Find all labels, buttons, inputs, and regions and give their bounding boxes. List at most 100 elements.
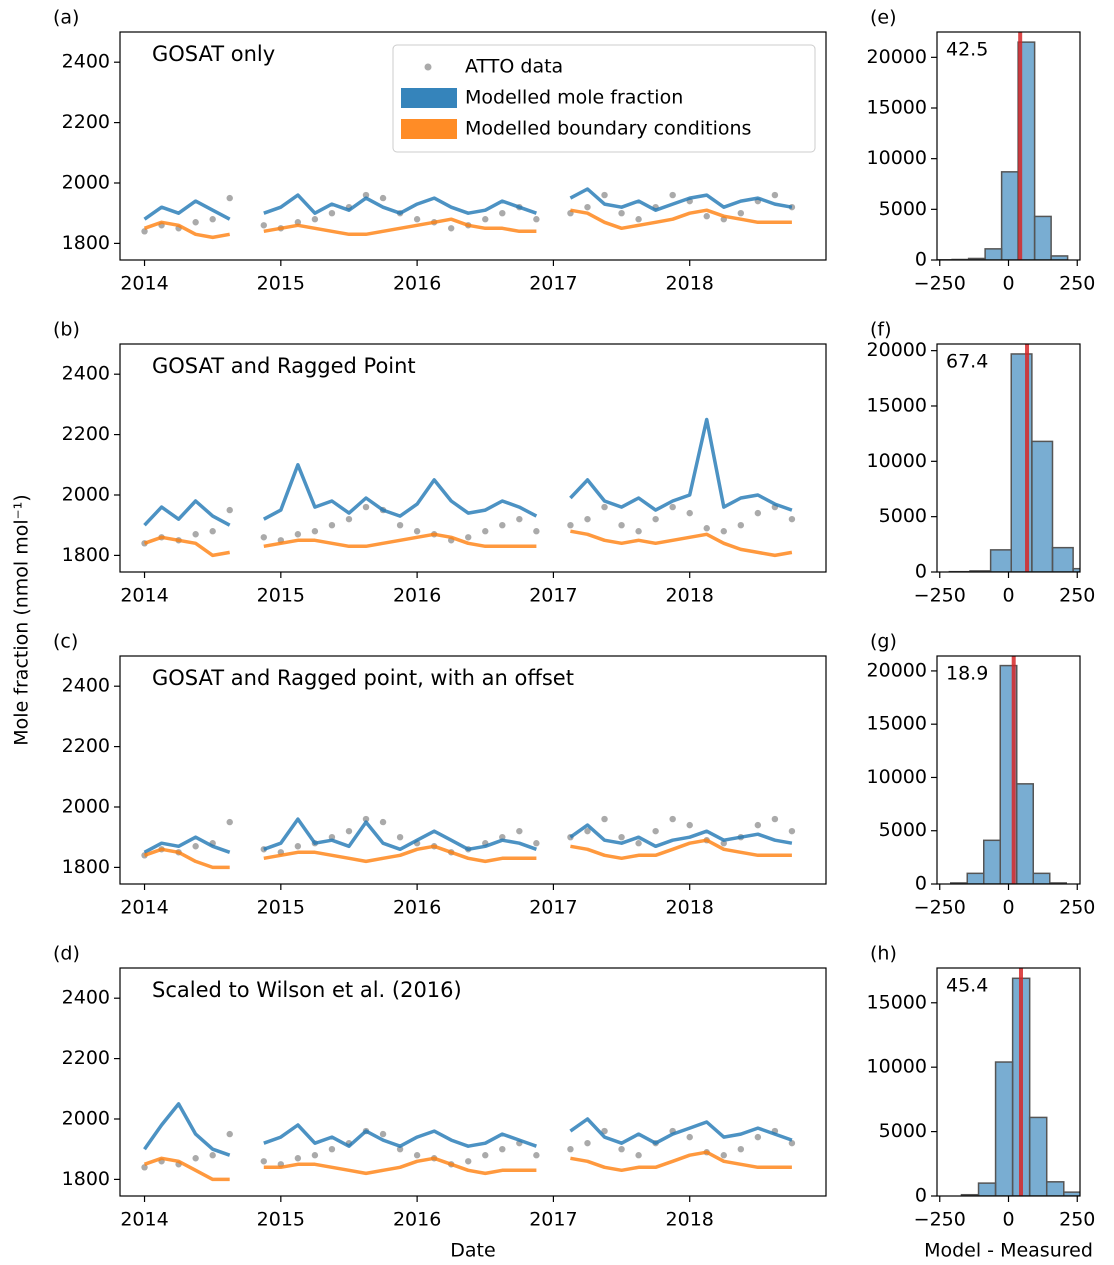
histogram-bar xyxy=(1045,1181,1065,1196)
x-axis-label: Date xyxy=(450,1240,495,1262)
y-tick-label: 2000 xyxy=(62,483,110,505)
y-tick-label: 5000 xyxy=(879,198,927,220)
x-tick-label: 0 xyxy=(1002,897,1014,919)
x-tick-label: 2018 xyxy=(666,1209,714,1231)
data-point xyxy=(396,833,404,841)
data-point xyxy=(669,503,676,511)
x-tick-label: 0 xyxy=(1002,1209,1014,1231)
data-point xyxy=(209,528,216,535)
histogram-bar xyxy=(983,839,1001,884)
y-tick-label: 2400 xyxy=(62,675,110,697)
legend-patch xyxy=(401,119,457,139)
series-line xyxy=(143,208,792,240)
data-point xyxy=(192,1155,199,1162)
data-point xyxy=(584,827,591,835)
x-tick-label: 250 xyxy=(1059,585,1095,607)
histogram-bar xyxy=(1016,783,1034,884)
x-tick-label: 0 xyxy=(1002,273,1014,295)
data-point xyxy=(260,534,267,541)
panel-label: (c) xyxy=(53,631,78,653)
data-point xyxy=(413,528,421,535)
histogram-bar xyxy=(1072,567,1080,572)
data-point xyxy=(192,531,199,538)
data-point xyxy=(413,1152,421,1159)
data-point xyxy=(362,815,370,823)
histogram-bar xyxy=(1031,440,1054,572)
panel-label: (f) xyxy=(870,319,892,341)
y-tick-label: 2200 xyxy=(62,111,110,133)
plot-area xyxy=(141,187,796,240)
data-point xyxy=(686,821,693,829)
y-tick-label: 0 xyxy=(915,873,927,895)
panel-label: (b) xyxy=(53,319,80,341)
data-point xyxy=(635,216,642,223)
data-point xyxy=(584,203,591,211)
data-point xyxy=(311,216,319,223)
plot-area xyxy=(960,968,1080,1196)
axes-frame xyxy=(119,967,827,1197)
x-tick-label: 2014 xyxy=(120,585,168,607)
data-point xyxy=(465,1158,472,1165)
data-point xyxy=(618,833,625,841)
axes-frame xyxy=(936,343,1081,573)
data-point xyxy=(601,503,608,511)
data-point xyxy=(345,827,353,835)
histogram-bar xyxy=(966,872,985,884)
data-point xyxy=(482,216,489,223)
data-point xyxy=(754,1133,762,1141)
x-tick-label: 2016 xyxy=(393,1209,441,1231)
y-tick-label: 20000 xyxy=(867,46,927,68)
data-point xyxy=(635,1152,642,1159)
series-line xyxy=(143,529,793,558)
series-line xyxy=(143,838,792,870)
data-point xyxy=(652,515,659,523)
data-point xyxy=(192,843,199,850)
data-point xyxy=(788,827,796,835)
data-point xyxy=(499,1145,506,1153)
data-point xyxy=(396,521,404,529)
data-point xyxy=(379,818,387,826)
data-point xyxy=(771,191,779,199)
data-point xyxy=(601,191,608,199)
data-point xyxy=(260,222,267,229)
y-tick-label: 5000 xyxy=(879,505,927,527)
y-tick-label: 15000 xyxy=(867,394,927,416)
x-tick-label: 2016 xyxy=(393,897,441,919)
data-point xyxy=(737,1145,745,1153)
axes-frame xyxy=(936,31,1081,261)
data-point xyxy=(311,528,319,535)
x-tick-label: 2017 xyxy=(529,585,577,607)
histogram-bar xyxy=(1063,1191,1080,1196)
data-point xyxy=(328,209,336,217)
data-point xyxy=(618,1145,625,1153)
x-tick-label: 2015 xyxy=(257,1209,305,1231)
y-tick-label: 2000 xyxy=(62,795,110,817)
series-line xyxy=(143,817,793,854)
data-point xyxy=(754,821,762,829)
y-tick-label: 1800 xyxy=(62,1168,110,1190)
x-tick-label: 0 xyxy=(1002,585,1014,607)
data-point xyxy=(226,194,233,202)
series-line xyxy=(143,1150,792,1182)
panel-label: (a) xyxy=(53,7,79,29)
y-tick-label: 10000 xyxy=(867,147,927,169)
y-tick-label: 2200 xyxy=(62,735,110,757)
data-point xyxy=(209,1152,216,1159)
histogram-bar xyxy=(994,1061,1014,1196)
mean-label: 18.9 xyxy=(946,663,988,685)
data-point xyxy=(141,1164,148,1171)
y-tick-label: 2200 xyxy=(62,1047,110,1069)
plot-area xyxy=(141,815,796,870)
x-tick-label: 2016 xyxy=(393,273,441,295)
mean-label: 67.4 xyxy=(946,351,988,373)
data-point xyxy=(226,818,233,826)
y-tick-label: 2400 xyxy=(62,987,110,1009)
data-point xyxy=(686,1133,693,1141)
x-axis-label: Model - Measured xyxy=(924,1240,1093,1262)
x-tick-label: 2018 xyxy=(666,897,714,919)
histogram-bar xyxy=(1032,872,1051,884)
x-tick-label: 2014 xyxy=(120,1209,168,1231)
data-point xyxy=(533,528,540,535)
data-point xyxy=(584,515,591,523)
data-point xyxy=(703,213,710,220)
